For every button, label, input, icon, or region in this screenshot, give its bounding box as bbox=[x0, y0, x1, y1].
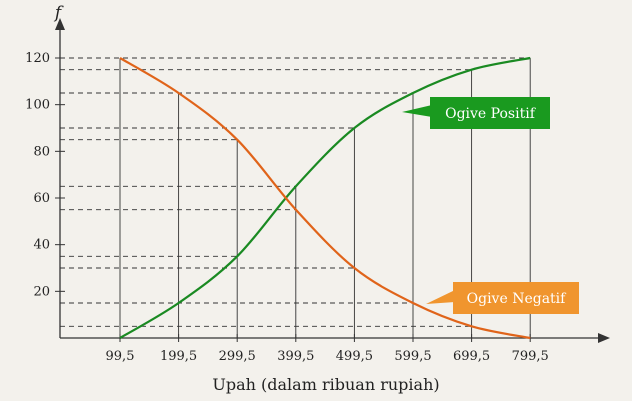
y-tick-label: 100 bbox=[25, 98, 50, 113]
x-tick-label: 199,5 bbox=[160, 349, 197, 364]
y-tick-label: 60 bbox=[33, 191, 50, 206]
x-tick-label: 399,5 bbox=[277, 349, 314, 364]
x-tick-label: 499,5 bbox=[336, 349, 373, 364]
series-line-ogive-positif bbox=[119, 56, 531, 339]
y-tick-label: 20 bbox=[33, 284, 50, 299]
x-tick-label: 99,5 bbox=[106, 349, 135, 364]
callout-box bbox=[453, 282, 579, 314]
legend-ogive-positif: Ogive Positif bbox=[445, 106, 537, 122]
x-tick-label: 299,5 bbox=[219, 349, 256, 364]
y-axis-arrow bbox=[55, 18, 65, 30]
series-line-ogive-negatif bbox=[119, 57, 531, 340]
legend-ogive-negatif: Ogive Negatif bbox=[467, 291, 568, 307]
y-tick-label: 120 bbox=[25, 51, 50, 66]
y-tick-label: 80 bbox=[33, 144, 50, 159]
x-tick-label: 799,5 bbox=[512, 349, 549, 364]
x-tick-label: 599,5 bbox=[394, 349, 431, 364]
y-axis-title: f bbox=[53, 3, 64, 23]
y-tick-label: 40 bbox=[33, 238, 50, 253]
x-axis-arrow bbox=[598, 333, 610, 343]
x-tick-label: 699,5 bbox=[453, 349, 490, 364]
x-axis-title: Upah (dalam ribuan rupiah) bbox=[212, 375, 439, 394]
callout-pointer bbox=[426, 290, 455, 304]
callout-pointer bbox=[402, 105, 432, 117]
callout-box bbox=[430, 97, 550, 129]
